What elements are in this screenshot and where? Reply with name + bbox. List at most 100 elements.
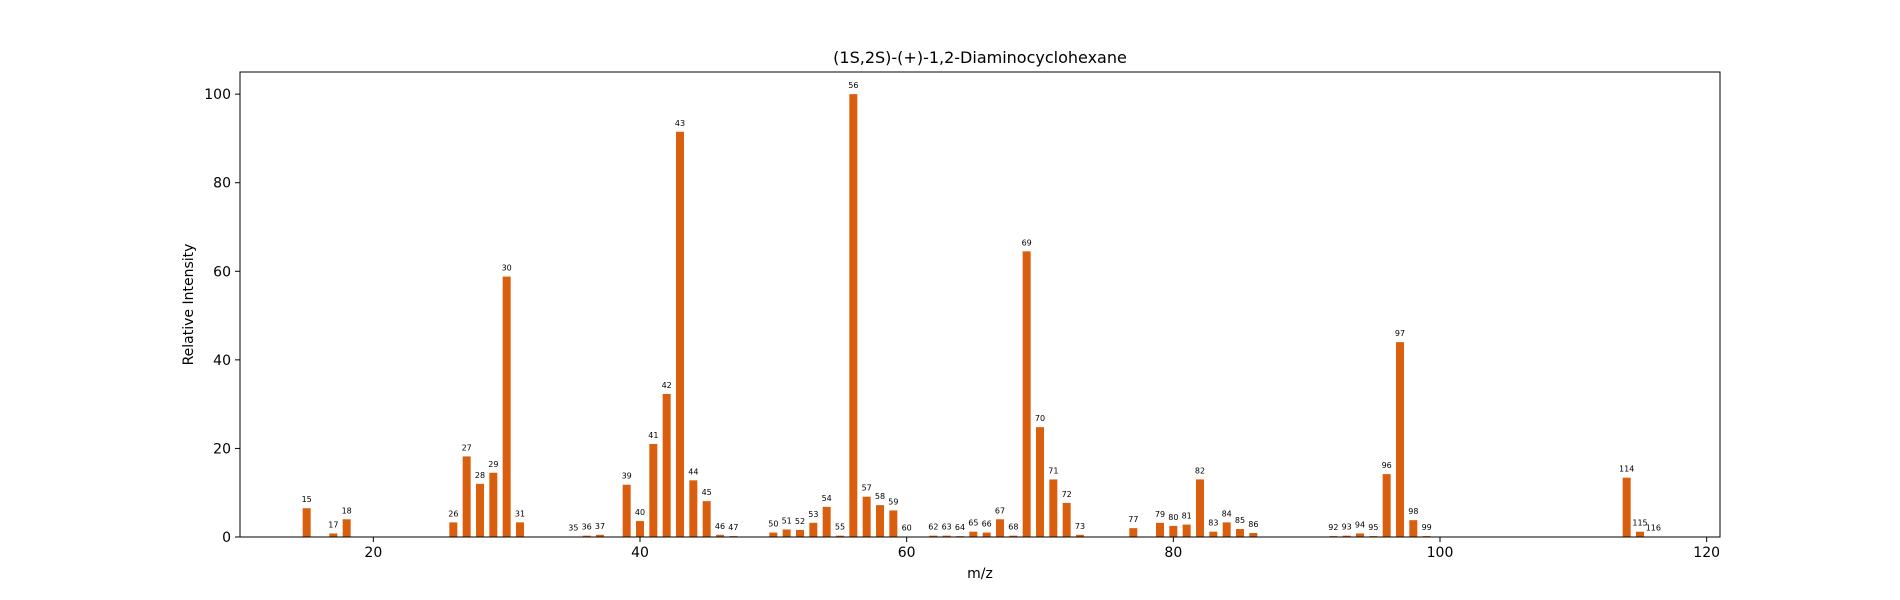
bar-label-70: 70 [1035, 414, 1045, 423]
bar-72 [1062, 502, 1071, 537]
y-tick-label-100: 100 [204, 87, 231, 103]
bar-31 [516, 522, 524, 537]
bar-label-40: 40 [635, 508, 645, 517]
bar-label-99: 99 [1422, 523, 1432, 532]
bar-29 [489, 472, 498, 537]
bar-63 [942, 535, 951, 537]
chart-title: (1S,2S)-(+)-1,2-Diaminocyclohexane [833, 48, 1127, 67]
bar-label-43: 43 [675, 119, 685, 128]
bar-label-15: 15 [302, 495, 312, 504]
y-tick-label-60: 60 [213, 264, 231, 280]
bar-label-60: 60 [902, 524, 912, 533]
bar-label-51: 51 [782, 516, 792, 525]
bar-label-69: 69 [1022, 238, 1032, 247]
x-axis-ticks: 20 40 60 80 100 120 [364, 537, 1720, 561]
y-tick-label-20: 20 [213, 441, 231, 457]
bar-label-116: 116 [1646, 524, 1661, 533]
bar-label-63: 63 [942, 523, 952, 532]
bar-label-42: 42 [662, 381, 672, 390]
bar-86 [1249, 533, 1258, 537]
bar-59 [889, 510, 898, 537]
bar-label-81: 81 [1182, 512, 1192, 521]
bar-94 [1356, 533, 1364, 537]
bar-77 [1129, 528, 1138, 537]
bar-57 [862, 496, 871, 537]
bar-68 [1009, 535, 1018, 537]
bar-43 [676, 131, 684, 538]
bar-55 [836, 535, 844, 537]
bar-label-92: 92 [1328, 523, 1338, 532]
bar-56 [849, 94, 858, 538]
bar-label-41: 41 [648, 431, 658, 440]
bar-label-53: 53 [808, 510, 818, 519]
bar-label-57: 57 [862, 484, 872, 493]
bar-114 [1622, 477, 1631, 537]
bar-80 [1169, 525, 1178, 537]
bar-98 [1409, 520, 1418, 537]
bar-label-67: 67 [995, 506, 1005, 515]
bar-label-58: 58 [875, 492, 885, 501]
bar-65 [969, 531, 978, 537]
bar-label-82: 82 [1195, 466, 1205, 475]
bar-45 [702, 501, 711, 537]
bar-84 [1222, 522, 1231, 537]
bar-label-62: 62 [928, 523, 938, 532]
bar-label-59: 59 [888, 497, 898, 506]
bar-30 [502, 276, 511, 537]
x-tick-label-80: 80 [1164, 545, 1182, 561]
bar-96 [1382, 474, 1391, 537]
bar-40 [636, 521, 644, 537]
bar-51 [782, 529, 791, 537]
bar-15 [302, 508, 311, 537]
bar-label-36: 36 [582, 523, 592, 532]
bar-label-17: 17 [328, 520, 338, 529]
bar-79 [1156, 522, 1164, 537]
bar-97 [1396, 342, 1404, 537]
bar-label-77: 77 [1128, 515, 1138, 524]
y-tick-label-0: 0 [222, 530, 231, 546]
bar-label-54: 54 [822, 494, 832, 503]
y-axis-label: Relative Intensity [181, 244, 197, 366]
bar-label-28: 28 [475, 471, 485, 480]
bar-18 [342, 519, 351, 537]
bar-label-68: 68 [1008, 523, 1018, 532]
bars-group [302, 94, 1658, 538]
bar-115 [1636, 531, 1644, 537]
bar-83 [1209, 531, 1218, 537]
bar-69 [1022, 251, 1031, 537]
x-tick-label-60: 60 [898, 545, 916, 561]
bar-50 [769, 532, 778, 537]
y-axis-ticks: 0 20 40 60 80 100 [204, 87, 240, 546]
bar-52 [796, 529, 804, 537]
bar-82 [1196, 479, 1204, 537]
bar-62 [929, 535, 938, 537]
bar-28 [476, 483, 484, 537]
bar-label-83: 83 [1208, 519, 1218, 528]
bar-label-85: 85 [1235, 516, 1245, 525]
bar-label-72: 72 [1062, 490, 1072, 499]
bar-53 [809, 522, 818, 537]
bar-36 [582, 535, 591, 537]
bar-label-115: 115 [1632, 519, 1647, 528]
x-tick-label-100: 100 [1427, 545, 1454, 561]
bar-17 [329, 533, 338, 537]
bar-label-46: 46 [715, 522, 725, 531]
bar-39 [622, 484, 631, 537]
x-tick-label-40: 40 [631, 545, 649, 561]
x-tick-label-120: 120 [1693, 545, 1720, 561]
bar-label-44: 44 [688, 467, 698, 476]
bar-81 [1182, 524, 1191, 537]
bar-label-56: 56 [848, 81, 858, 90]
bar-label-45: 45 [702, 488, 712, 497]
bar-label-65: 65 [968, 519, 978, 528]
bar-label-94: 94 [1355, 520, 1365, 529]
bar-label-84: 84 [1222, 509, 1232, 518]
bar-label-93: 93 [1342, 523, 1352, 532]
bar-71 [1049, 479, 1058, 537]
bar-44 [689, 480, 698, 537]
bar-46 [716, 534, 724, 537]
x-tick-label-20: 20 [364, 545, 382, 561]
bar-67 [996, 519, 1004, 537]
